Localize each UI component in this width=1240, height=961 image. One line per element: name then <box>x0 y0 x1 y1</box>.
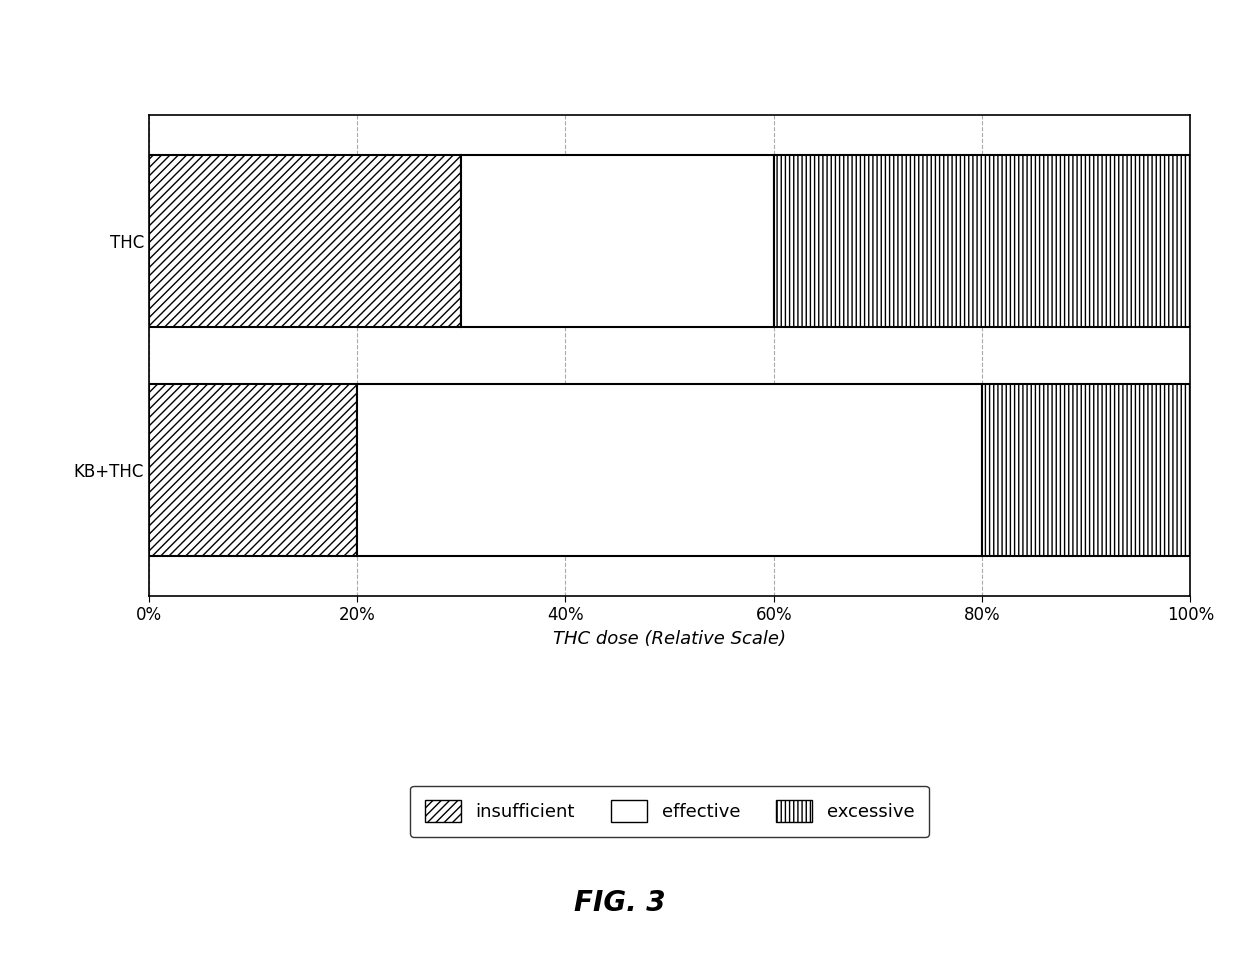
Bar <box>461 156 774 327</box>
Bar <box>774 156 1190 327</box>
X-axis label: THC dose (Relative Scale): THC dose (Relative Scale) <box>553 629 786 648</box>
Bar <box>149 384 357 555</box>
Bar <box>357 384 982 555</box>
Text: FIG. 3: FIG. 3 <box>574 889 666 918</box>
Legend: insufficient, effective, excessive: insufficient, effective, excessive <box>410 786 929 837</box>
Bar <box>149 156 461 327</box>
Bar <box>982 384 1190 555</box>
